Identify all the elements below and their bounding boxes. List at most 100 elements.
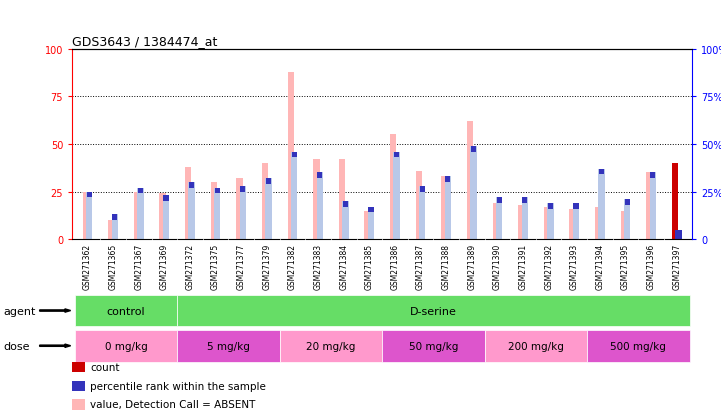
Bar: [134, 192, 141, 240]
Text: GSM271365: GSM271365: [109, 243, 118, 290]
Bar: [239, 186, 246, 240]
Text: GSM271382: GSM271382: [288, 243, 297, 290]
Bar: [364, 211, 371, 240]
Bar: [599, 169, 604, 175]
Bar: [676, 230, 681, 240]
Bar: [497, 198, 502, 204]
Bar: [177, 330, 280, 362]
Text: GSM271387: GSM271387: [416, 243, 425, 290]
Bar: [467, 122, 474, 240]
Bar: [521, 198, 528, 240]
Text: GSM271367: GSM271367: [134, 243, 143, 290]
Bar: [112, 215, 118, 221]
Bar: [496, 198, 503, 240]
Bar: [280, 330, 382, 362]
Bar: [368, 207, 374, 240]
Text: GSM271394: GSM271394: [596, 243, 604, 290]
Bar: [595, 207, 601, 240]
Bar: [342, 202, 348, 207]
Bar: [548, 204, 553, 209]
Text: GSM271385: GSM271385: [365, 243, 373, 290]
Text: GSM271372: GSM271372: [185, 243, 195, 290]
Text: GSM271393: GSM271393: [570, 243, 579, 290]
Bar: [573, 204, 578, 209]
Bar: [650, 173, 655, 179]
Bar: [445, 177, 451, 240]
Bar: [446, 177, 451, 183]
Bar: [291, 152, 297, 240]
Text: GSM271388: GSM271388: [442, 243, 451, 290]
Bar: [313, 160, 319, 240]
Bar: [177, 295, 689, 327]
Bar: [570, 209, 576, 240]
Text: GSM271377: GSM271377: [236, 243, 246, 290]
Text: GSM271379: GSM271379: [262, 243, 271, 290]
Text: GSM271395: GSM271395: [621, 243, 630, 290]
Bar: [317, 173, 323, 240]
Bar: [75, 295, 177, 327]
Text: D-serine: D-serine: [410, 306, 457, 316]
Bar: [211, 183, 217, 240]
Text: count: count: [90, 362, 120, 372]
Text: 5 mg/kg: 5 mg/kg: [207, 341, 250, 351]
Bar: [87, 192, 92, 198]
Text: agent: agent: [4, 306, 36, 316]
Bar: [266, 179, 271, 185]
Bar: [83, 192, 89, 240]
Text: 50 mg/kg: 50 mg/kg: [409, 341, 458, 351]
Bar: [163, 196, 169, 240]
Text: GSM271362: GSM271362: [83, 243, 92, 290]
Bar: [650, 173, 656, 240]
Bar: [598, 169, 605, 240]
Bar: [544, 207, 550, 240]
Bar: [137, 188, 143, 240]
Bar: [188, 183, 195, 240]
Bar: [75, 330, 177, 362]
Bar: [390, 135, 397, 240]
Text: percentile rank within the sample: percentile rank within the sample: [90, 381, 266, 391]
Text: GSM271391: GSM271391: [518, 243, 528, 290]
Text: value, Detection Call = ABSENT: value, Detection Call = ABSENT: [90, 399, 255, 409]
Bar: [138, 188, 143, 194]
Bar: [572, 204, 579, 240]
Text: GSM271392: GSM271392: [544, 243, 553, 290]
Bar: [288, 72, 294, 240]
Bar: [159, 194, 166, 240]
Text: GSM271383: GSM271383: [314, 243, 322, 290]
Text: GSM271384: GSM271384: [339, 243, 348, 290]
Bar: [492, 204, 499, 240]
Text: 500 mg/kg: 500 mg/kg: [611, 341, 666, 351]
Bar: [291, 152, 296, 158]
Bar: [236, 179, 243, 240]
Bar: [416, 171, 422, 240]
Text: 20 mg/kg: 20 mg/kg: [306, 341, 355, 351]
Text: GDS3643 / 1384474_at: GDS3643 / 1384474_at: [72, 36, 218, 48]
Bar: [646, 173, 653, 240]
Bar: [624, 199, 630, 240]
Bar: [112, 215, 118, 240]
Text: GSM271397: GSM271397: [672, 243, 681, 290]
Text: GSM271369: GSM271369: [160, 243, 169, 290]
Text: GSM271389: GSM271389: [467, 243, 477, 290]
Text: 200 mg/kg: 200 mg/kg: [508, 341, 564, 351]
Bar: [214, 188, 221, 240]
Bar: [189, 183, 194, 188]
Text: 0 mg/kg: 0 mg/kg: [105, 341, 147, 351]
Bar: [265, 179, 272, 240]
Bar: [86, 192, 92, 240]
Bar: [215, 188, 220, 194]
Bar: [470, 147, 477, 240]
Bar: [339, 160, 345, 240]
Bar: [522, 198, 527, 204]
Text: GSM271386: GSM271386: [391, 243, 399, 290]
Bar: [185, 167, 192, 240]
Bar: [441, 177, 448, 240]
Text: control: control: [107, 306, 145, 316]
Bar: [518, 205, 525, 240]
Bar: [394, 152, 399, 158]
Text: GSM271390: GSM271390: [493, 243, 502, 290]
Bar: [587, 330, 689, 362]
Bar: [240, 186, 245, 192]
Bar: [394, 152, 400, 240]
Bar: [624, 199, 629, 205]
